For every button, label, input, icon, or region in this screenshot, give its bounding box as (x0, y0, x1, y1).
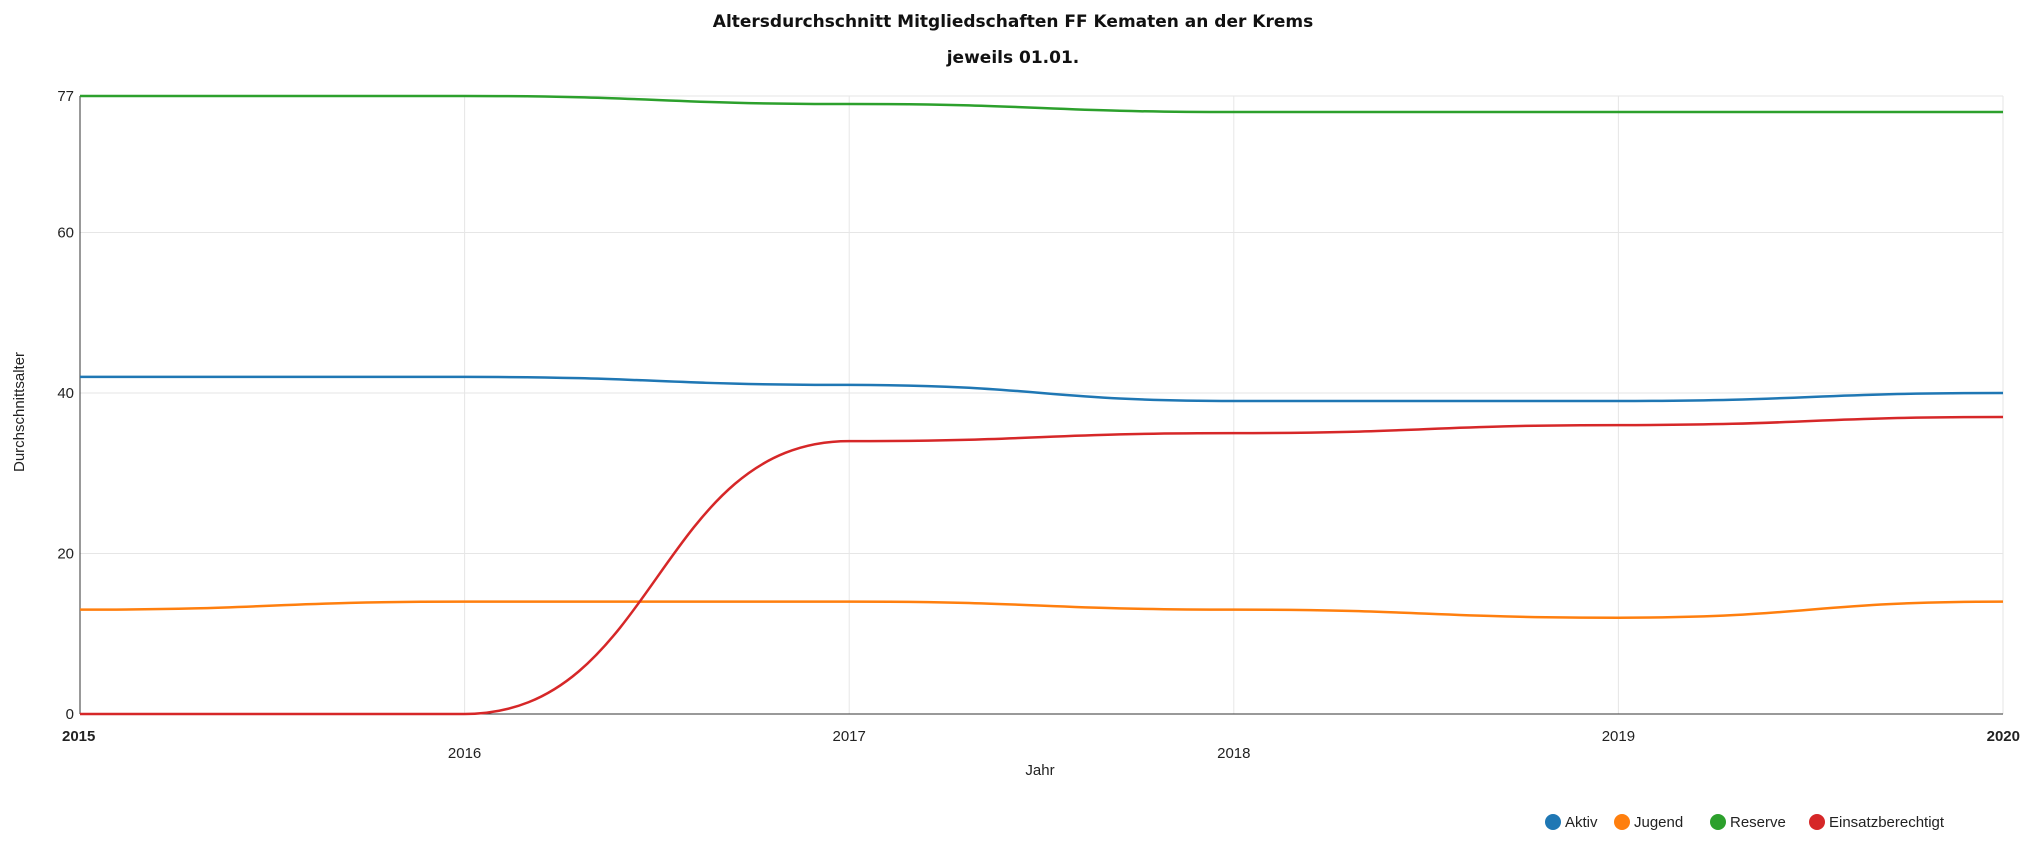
legend-label: Aktiv (1565, 814, 1598, 831)
legend-swatch (1614, 814, 1630, 830)
legend-label: Reserve (1730, 814, 1786, 831)
y-axis-label: Durchschnittsalter (11, 352, 28, 472)
series-line-einsatzberechtigt (80, 415, 2004, 716)
y-tick-label: 0 (66, 706, 74, 723)
y-tick-label: 40 (57, 385, 74, 402)
y-tick-label: 60 (57, 224, 74, 241)
chart-subtitle: jeweils 01.01. (946, 48, 1080, 68)
series-lines (79, 94, 2004, 716)
series-line-aktiv (80, 375, 2004, 403)
legend-item-jugend[interactable]: Jugend (1614, 814, 1683, 831)
series-line-reserve (79, 94, 2003, 114)
y-tick-label: 20 (57, 545, 74, 562)
gridlines (80, 95, 2004, 714)
x-tick-label: 2017 (833, 728, 866, 745)
chart-title: Altersdurchschnitt Mitgliedschaften FF K… (713, 12, 1313, 32)
x-tick-label: 2019 (1602, 728, 1635, 745)
legend-swatch (1710, 814, 1726, 830)
axes: 0 20 40 60 77 2015 2016 2017 2018 2019 2020 (57, 88, 2020, 762)
legend: Aktiv Jugend Reserve Einsatzberechtigt (1545, 814, 1945, 831)
series-line-jugend (79, 600, 2004, 619)
legend-label: Jugend (1634, 814, 1683, 831)
x-axis-label: Jahr (1025, 762, 1054, 779)
x-tick-label: 2020 (1987, 728, 2020, 745)
legend-label: Einsatzberechtigt (1829, 814, 1945, 831)
x-tick-label: 2018 (1217, 745, 1250, 762)
legend-item-aktiv[interactable]: Aktiv (1545, 814, 1598, 831)
legend-swatch (1809, 814, 1825, 830)
x-tick-label: 2015 (62, 728, 95, 745)
x-tick-label: 2016 (448, 745, 481, 762)
legend-item-reserve[interactable]: Reserve (1710, 814, 1786, 831)
legend-swatch (1545, 814, 1561, 830)
legend-item-einsatzberechtigt[interactable]: Einsatzberechtigt (1809, 814, 1945, 831)
y-tick-label: 77 (57, 88, 74, 105)
